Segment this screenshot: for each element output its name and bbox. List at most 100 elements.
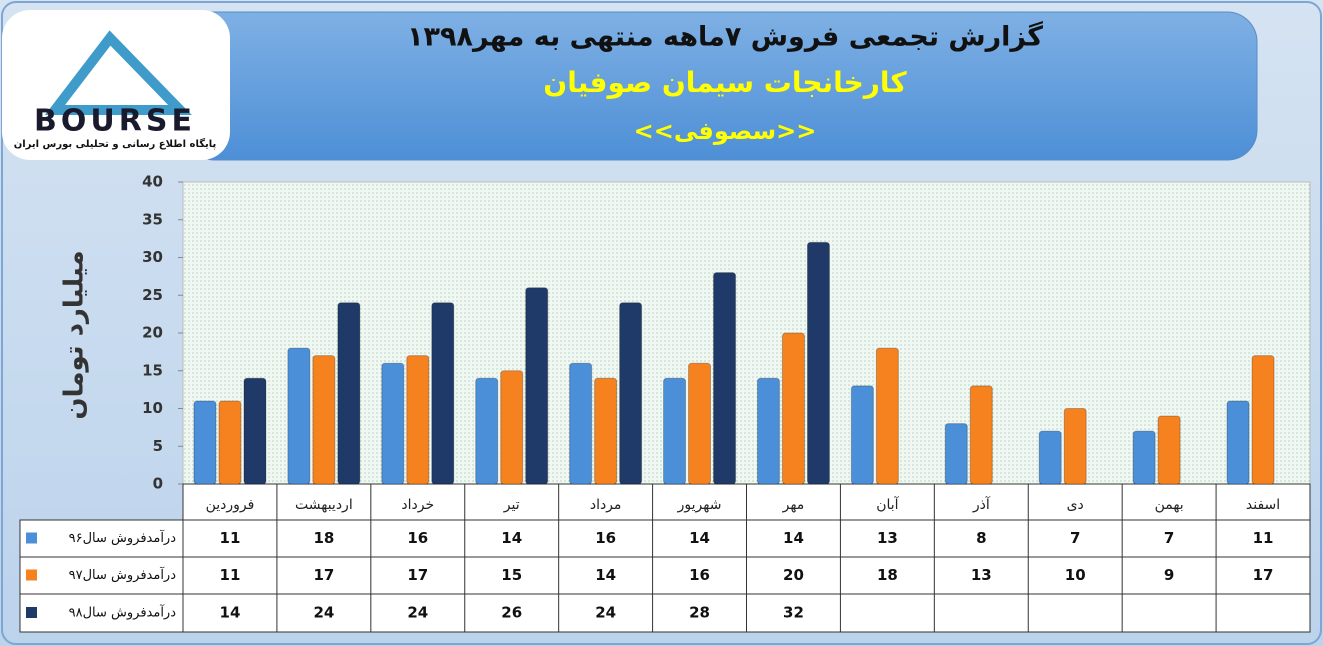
plot-area <box>182 181 1311 485</box>
bar <box>1063 408 1087 485</box>
x-tick-label: مهر <box>782 497 805 513</box>
x-tick-label: اسفند <box>1246 497 1280 513</box>
bar <box>475 377 499 485</box>
x-tick-label: فروردین <box>206 497 255 513</box>
table-cell: 17 <box>313 566 334 584</box>
bar <box>1157 415 1181 485</box>
logo-icon <box>44 30 192 115</box>
bar <box>243 377 267 485</box>
legend-swatch <box>26 607 37 618</box>
logo-box <box>2 10 230 160</box>
y-tick-label: 5 <box>153 437 163 455</box>
y-tick-label: 20 <box>142 324 163 342</box>
x-tick-label: آذر <box>972 496 991 513</box>
legend-swatch <box>26 532 37 544</box>
bar <box>431 302 455 485</box>
chart-subtitle: کارخانجات سیمان صوفیان <box>543 66 907 99</box>
table-cell: 15 <box>501 566 522 584</box>
table-cell: 24 <box>595 604 616 622</box>
bar <box>193 400 217 485</box>
y-tick-label: 10 <box>142 399 163 417</box>
bar <box>525 287 549 485</box>
table-cell: 28 <box>689 604 710 622</box>
bar <box>688 362 712 485</box>
legend-label: درآمدفروش سال۹۶ <box>69 529 177 546</box>
bar <box>663 377 687 485</box>
table-cell: 14 <box>220 604 241 622</box>
bar <box>337 302 361 485</box>
x-tick-label: مرداد <box>590 497 622 513</box>
legend-column <box>19 519 184 633</box>
table-cell: 20 <box>783 566 804 584</box>
bar <box>756 377 780 485</box>
x-tick-label: آبان <box>876 496 899 513</box>
bar <box>1251 355 1275 485</box>
logo-tagline: پایگاه اطلاع رسانی و تحلیلی بورس ایران <box>14 137 217 150</box>
chart-title: گزارش تجمعی فروش ۷ماهه منتهی به مهر۱۳۹۸ <box>407 21 1043 53</box>
x-tick-label: تیر <box>503 497 520 513</box>
bar <box>875 347 899 485</box>
bar <box>569 362 593 485</box>
table-cell: 13 <box>877 529 898 547</box>
bar <box>969 385 993 485</box>
y-tick-label: 25 <box>142 286 163 304</box>
table-cell: 11 <box>220 529 241 547</box>
table-cell: 18 <box>877 566 898 584</box>
bar <box>713 272 737 485</box>
x-tick-label: خرداد <box>401 497 434 513</box>
table-cell: 18 <box>313 529 334 547</box>
y-tick-label: 35 <box>142 210 163 228</box>
table-cell: 17 <box>1253 566 1274 584</box>
bar <box>781 332 805 485</box>
x-tick-label: بهمن <box>1155 497 1184 513</box>
bar <box>850 385 874 485</box>
legend-swatch <box>26 569 37 581</box>
legend-label: درآمدفروش سال۹۸ <box>69 604 177 621</box>
table-cell: 14 <box>783 529 804 547</box>
legend-label: درآمدفروش سال۹۷ <box>69 566 177 583</box>
table-cell: 11 <box>220 566 241 584</box>
bar <box>806 241 830 485</box>
y-tick-label: 40 <box>142 173 163 191</box>
table-cell: 14 <box>689 529 710 547</box>
table-cell: 32 <box>783 604 804 622</box>
table-cell: 7 <box>1070 529 1080 547</box>
y-tick-label: 30 <box>142 248 163 266</box>
table-cell: 10 <box>1065 566 1086 584</box>
x-tick-label: شهریور <box>677 497 722 513</box>
table-cell: 9 <box>1164 566 1174 584</box>
chart-symbol: <<سصوفی>> <box>634 117 817 145</box>
y-tick-label: 0 <box>153 475 163 493</box>
table-cell: 8 <box>976 529 986 547</box>
table-cell: 16 <box>689 566 710 584</box>
table-cell: 24 <box>407 604 428 622</box>
bar <box>1038 430 1062 485</box>
bar <box>594 377 618 485</box>
table-cell: 16 <box>407 529 428 547</box>
bar <box>406 355 430 485</box>
bar <box>381 362 405 485</box>
table-cell: 16 <box>595 529 616 547</box>
table-cell: 13 <box>971 566 992 584</box>
table-cell: 14 <box>501 529 522 547</box>
bar <box>500 370 524 485</box>
x-tick-label: دی <box>1067 497 1084 513</box>
bar <box>312 355 336 485</box>
logo-name: BOURSE <box>34 104 196 139</box>
table-cell: 11 <box>1253 529 1274 547</box>
table-cell: 24 <box>313 604 334 622</box>
table-cell: 14 <box>595 566 616 584</box>
y-tick-label: 15 <box>142 361 163 379</box>
x-tick-label: اردیبهشت <box>295 497 353 513</box>
bar <box>287 347 311 485</box>
bar <box>1226 400 1250 485</box>
bar <box>218 400 242 485</box>
table-cell: 7 <box>1164 529 1174 547</box>
bar <box>1132 430 1156 485</box>
y-axis-label: میلیارد تومان <box>60 250 90 419</box>
bar <box>619 302 643 485</box>
bar <box>944 423 968 485</box>
table-cell: 17 <box>407 566 428 584</box>
